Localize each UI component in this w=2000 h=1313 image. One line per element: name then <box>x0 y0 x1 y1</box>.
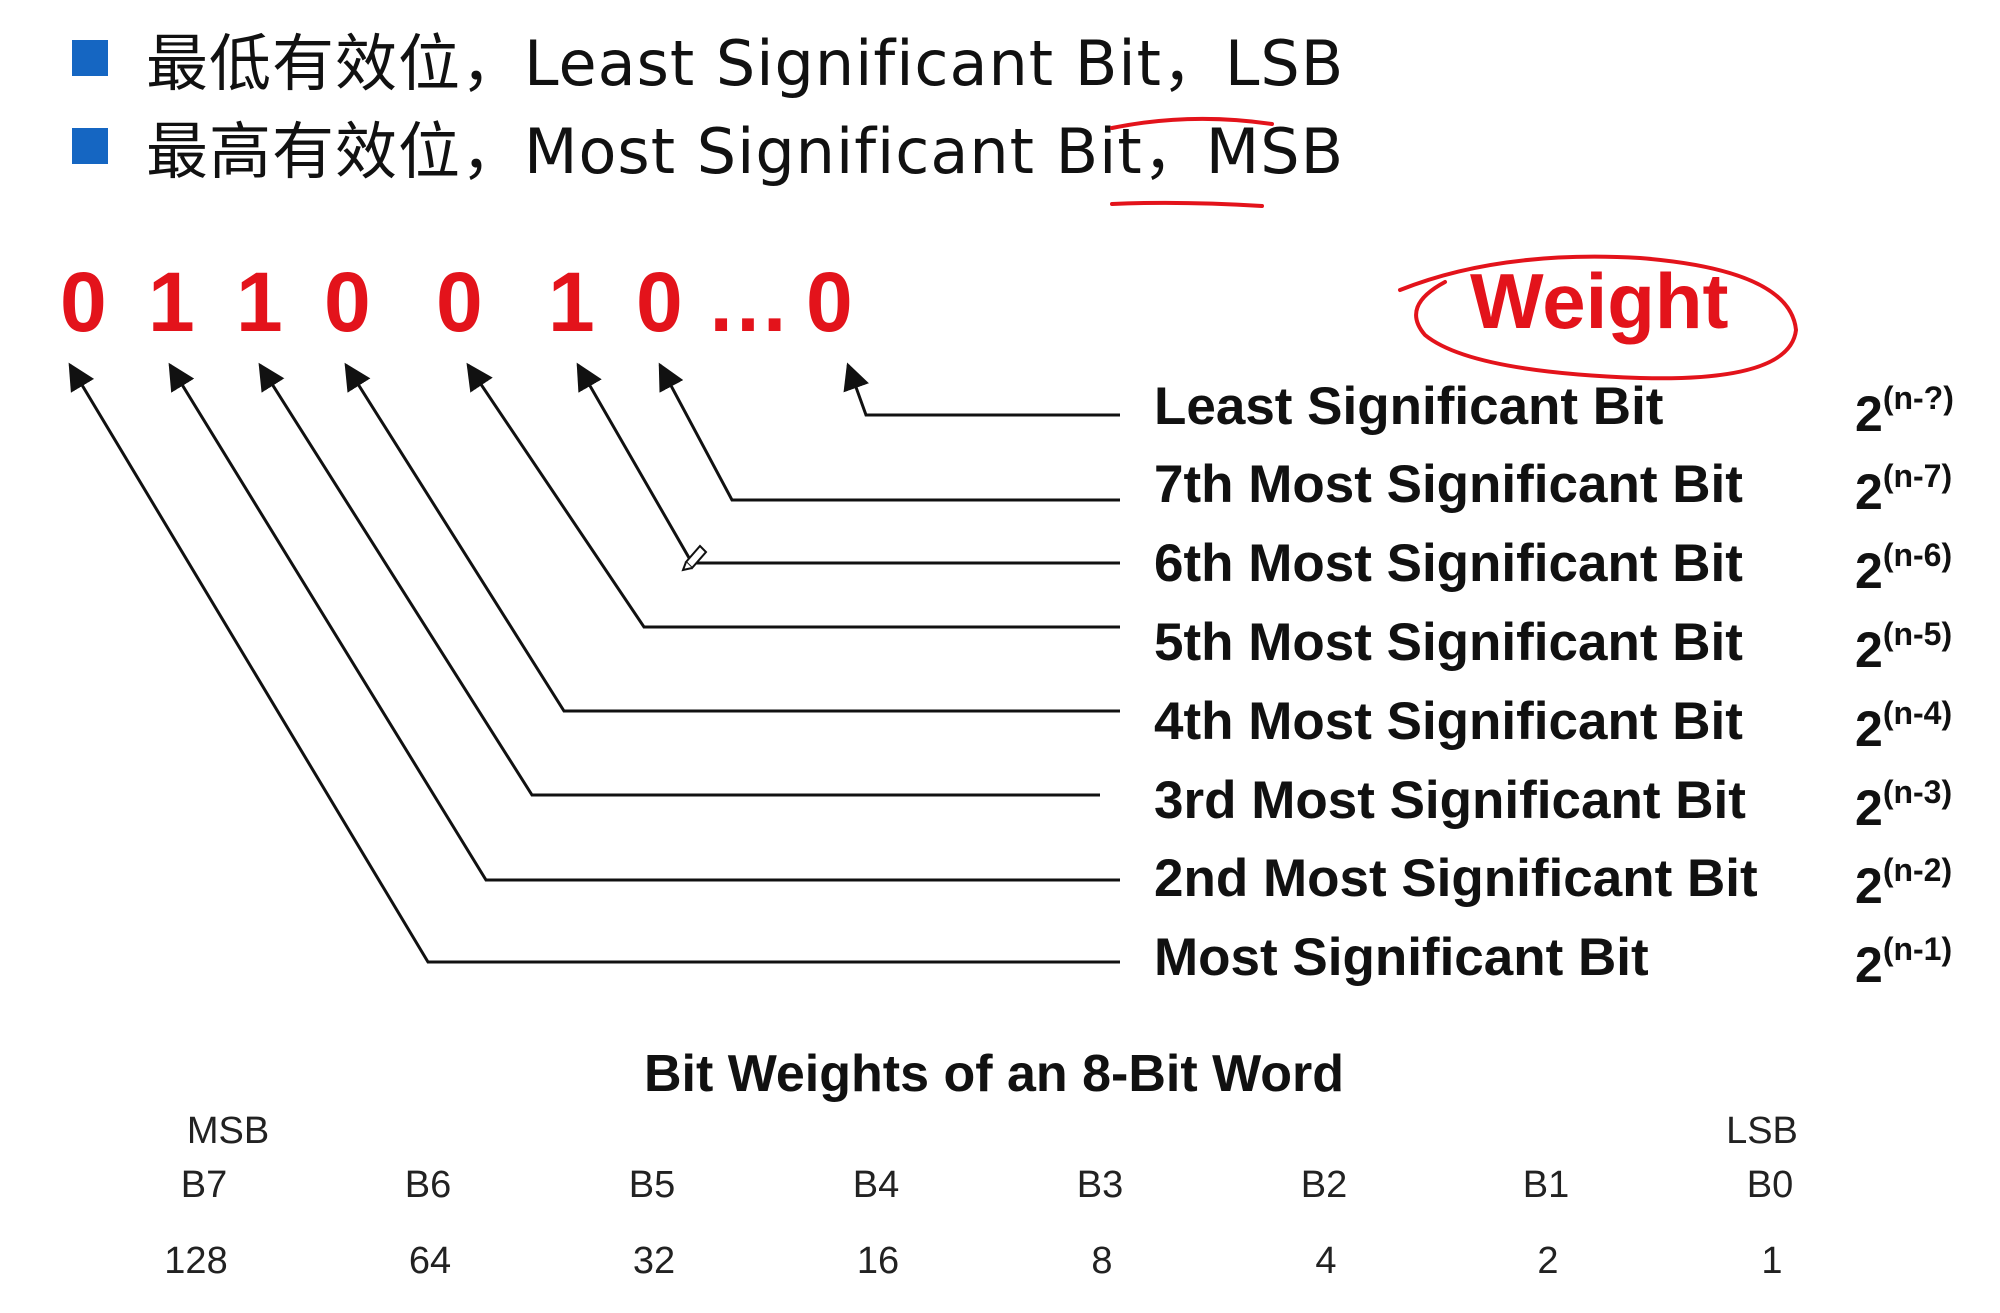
bit-weight: 2(n-1) <box>1855 931 1953 993</box>
bit-digit: 1 <box>236 255 283 349</box>
bit-weight: 2(n-2) <box>1855 852 1953 914</box>
bit-label: 7th Most Significant Bit <box>1154 455 1743 514</box>
connector-arrow <box>576 362 1120 565</box>
bit-weight: 2(n-4) <box>1855 695 1953 757</box>
weight-circle-mark <box>1398 254 1799 381</box>
bit-ellipsis: … <box>706 255 790 349</box>
connector-arrow <box>658 362 1120 502</box>
msb-overline-mark <box>1110 116 1274 130</box>
bullet-lsb: 最低有效位，Least Significant Bit，LSB <box>72 18 1344 100</box>
connector-arrow <box>466 362 1120 629</box>
bit-digit: 0 <box>636 255 683 349</box>
bit-digit: 0 <box>60 255 107 349</box>
table-column-header: B4 <box>852 1164 900 1206</box>
table-value: 16 <box>856 1240 900 1282</box>
connector-arrow <box>258 362 1100 797</box>
table-value: 1 <box>1761 1240 1783 1282</box>
lsb-label: LSB <box>1726 1110 1798 1152</box>
bit-label: Least Significant Bit <box>1154 377 1664 436</box>
bit-weight: 2(n-3) <box>1855 774 1953 836</box>
bit-digit: 1 <box>148 255 195 349</box>
connector-arrow <box>344 362 1120 713</box>
msb-underline-mark <box>1110 200 1264 208</box>
bit-weight: 2(n-7) <box>1855 458 1953 520</box>
pen-cursor-icon <box>681 544 708 572</box>
table-value: 2 <box>1537 1240 1559 1282</box>
bit-label: 5th Most Significant Bit <box>1154 613 1743 672</box>
bit-label: 6th Most Significant Bit <box>1154 534 1743 593</box>
bit-weight: 2(n-5) <box>1855 616 1953 678</box>
table-value: 128 <box>164 1240 228 1282</box>
bit-weight: 2(n-?) <box>1855 380 1954 442</box>
bit-label: 2nd Most Significant Bit <box>1154 849 1758 908</box>
connector-arrow <box>843 362 1120 417</box>
table-title: Bit Weights of an 8-Bit Word <box>643 1045 1345 1103</box>
table-column-header: B6 <box>404 1164 452 1206</box>
connector-arrow <box>68 362 1120 964</box>
weight-heading: Weight <box>1470 257 1729 345</box>
bit-digit: 0 <box>806 255 853 349</box>
table-value: 8 <box>1091 1240 1113 1282</box>
table-value: 64 <box>408 1240 452 1282</box>
msb-label: MSB <box>186 1110 270 1152</box>
table-value: 4 <box>1315 1240 1337 1282</box>
table-column-header: B2 <box>1300 1164 1348 1206</box>
bit-label: 4th Most Significant Bit <box>1154 692 1743 751</box>
bullet-square-icon <box>72 128 108 164</box>
bit-label: Most Significant Bit <box>1154 928 1649 987</box>
bullet-square-icon <box>72 40 108 76</box>
bit-digit: 0 <box>324 255 371 349</box>
bit-label: 3rd Most Significant Bit <box>1154 771 1746 830</box>
table-column-header: B7 <box>180 1164 228 1206</box>
table-column-header: B1 <box>1522 1164 1570 1206</box>
table-column-header: B3 <box>1076 1164 1124 1206</box>
table-column-header: B5 <box>628 1164 676 1206</box>
bullet-lsb-text: 最低有效位，Least Significant Bit，LSB <box>146 27 1345 100</box>
bit-digit: 1 <box>548 255 595 349</box>
bullet-msb: 最高有效位，Most Significant Bit，MSB <box>72 106 1344 188</box>
table-value: 32 <box>632 1240 676 1282</box>
bit-digit: 0 <box>436 255 483 349</box>
bullet-msb-text: 最高有效位，Most Significant Bit，MSB <box>146 115 1345 188</box>
table-column-header: B0 <box>1746 1164 1794 1206</box>
connector-arrow <box>168 362 1120 882</box>
bit-weight: 2(n-6) <box>1855 537 1953 599</box>
